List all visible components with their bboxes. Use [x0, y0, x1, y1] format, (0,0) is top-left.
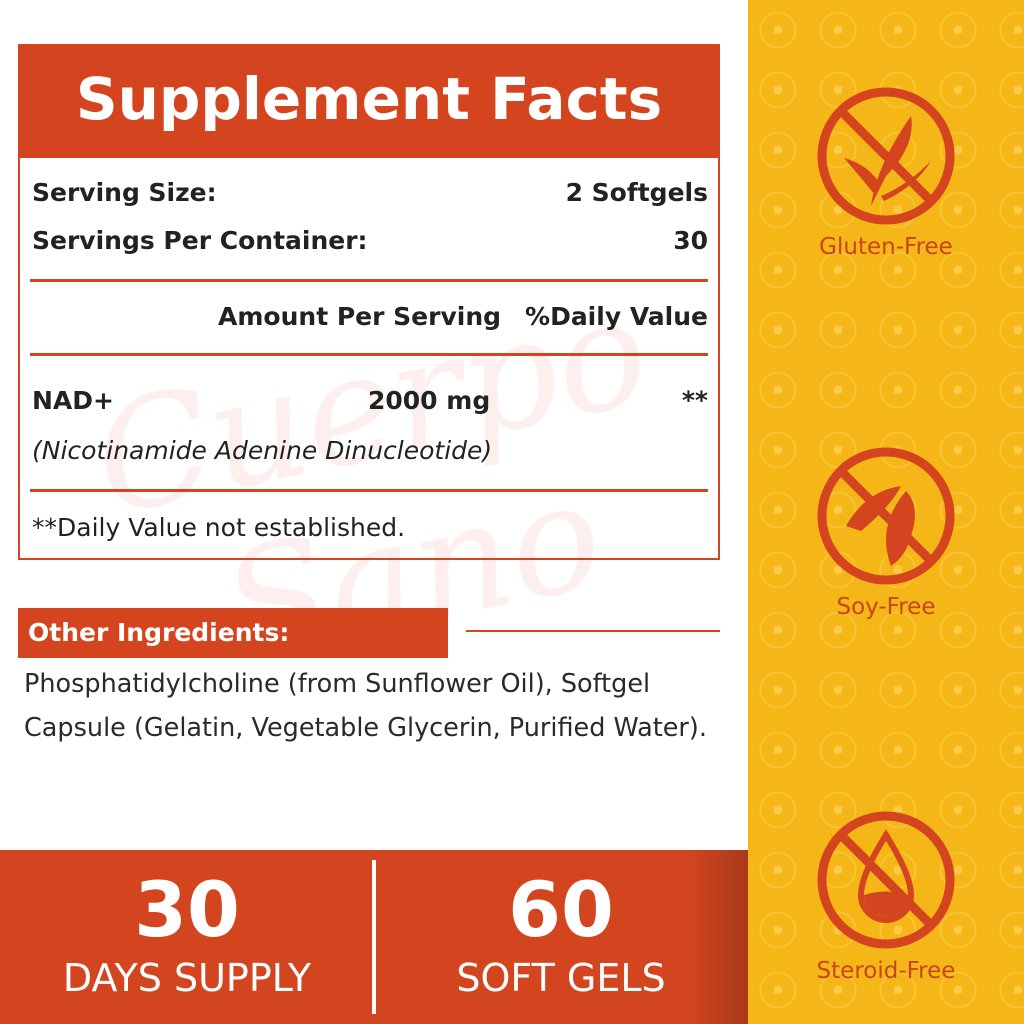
column-header-row: Amount Per Serving %Daily Value	[32, 302, 708, 331]
ingredient-row: NAD+ 2000 mg **	[32, 386, 708, 415]
servings-row: Servings Per Container: 30	[32, 226, 708, 255]
wheat-crossed-icon	[817, 87, 955, 225]
facts-title: Supplement Facts	[20, 46, 718, 158]
amount-header: Amount Per Serving	[218, 302, 502, 331]
badge-soy-free: Soy-Free	[748, 446, 1024, 620]
supplement-facts-box: Supplement Facts Serving Size: 2 Softgel…	[18, 44, 720, 560]
other-ingredients-text: Phosphatidylcholine (from Sunflower Oil)…	[24, 669, 707, 743]
stat-label: DAYS SUPPLY	[62, 956, 312, 1000]
badge-steroid-free: Steroid-Free	[748, 810, 1024, 984]
servings-label: Servings Per Container:	[32, 226, 368, 255]
label-panel: Cuerpo Sano Supplement Facts Serving Siz…	[0, 44, 748, 1024]
stat-soft-gels: 60 SOFT GELS	[374, 850, 748, 1001]
ingredient-dv: **	[681, 386, 708, 415]
serving-size-value: 2 Softgels	[565, 178, 708, 207]
divider	[30, 279, 708, 282]
divider	[466, 630, 720, 632]
stat-label: SOFT GELS	[456, 956, 666, 1000]
divider	[30, 489, 708, 492]
other-ingredients-title: Other Ingredients:	[18, 608, 448, 658]
stats-band: 30 DAYS SUPPLY 60 SOFT GELS	[0, 850, 748, 1024]
badge-label: Gluten-Free	[819, 234, 953, 260]
servings-value: 30	[673, 226, 708, 255]
badge-label: Soy-Free	[836, 594, 936, 620]
soybean-crossed-icon	[817, 447, 955, 585]
footnote: **Daily Value not established.	[32, 513, 406, 542]
ingredient-name: NAD+	[32, 386, 114, 415]
divider	[30, 353, 708, 356]
droplet-crossed-icon	[817, 811, 955, 949]
badge-gluten-free: Gluten-Free	[748, 86, 1024, 260]
stat-number: 60	[508, 865, 614, 954]
badges-panel: Gluten-Free Soy-Free Steroid-Free	[748, 0, 1024, 1024]
serving-size-row: Serving Size: 2 Softgels	[32, 178, 708, 207]
stat-number: 30	[134, 865, 240, 954]
badge-label: Steroid-Free	[816, 958, 956, 984]
stat-divider	[372, 860, 376, 1014]
stat-days-supply: 30 DAYS SUPPLY	[0, 850, 374, 1001]
dv-header: %Daily Value	[525, 302, 708, 331]
ingredient-full-name: (Nicotinamide Adenine Dinucleotide)	[32, 436, 493, 465]
ingredient-amount: 2000 mg	[368, 386, 491, 415]
serving-size-label: Serving Size:	[32, 178, 217, 207]
